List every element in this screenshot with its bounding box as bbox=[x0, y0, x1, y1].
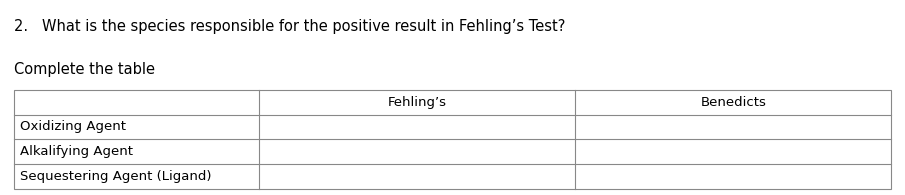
Text: Oxidizing Agent: Oxidizing Agent bbox=[20, 121, 126, 134]
Text: 2.   What is the species responsible for the positive result in Fehling’s Test?: 2. What is the species responsible for t… bbox=[14, 20, 565, 35]
Text: Complete the table: Complete the table bbox=[14, 62, 155, 77]
Text: Alkalifying Agent: Alkalifying Agent bbox=[20, 145, 133, 158]
Text: Sequestering Agent (Ligand): Sequestering Agent (Ligand) bbox=[20, 170, 212, 183]
Text: Benedicts: Benedicts bbox=[700, 96, 767, 109]
Text: Fehling’s: Fehling’s bbox=[388, 96, 447, 109]
